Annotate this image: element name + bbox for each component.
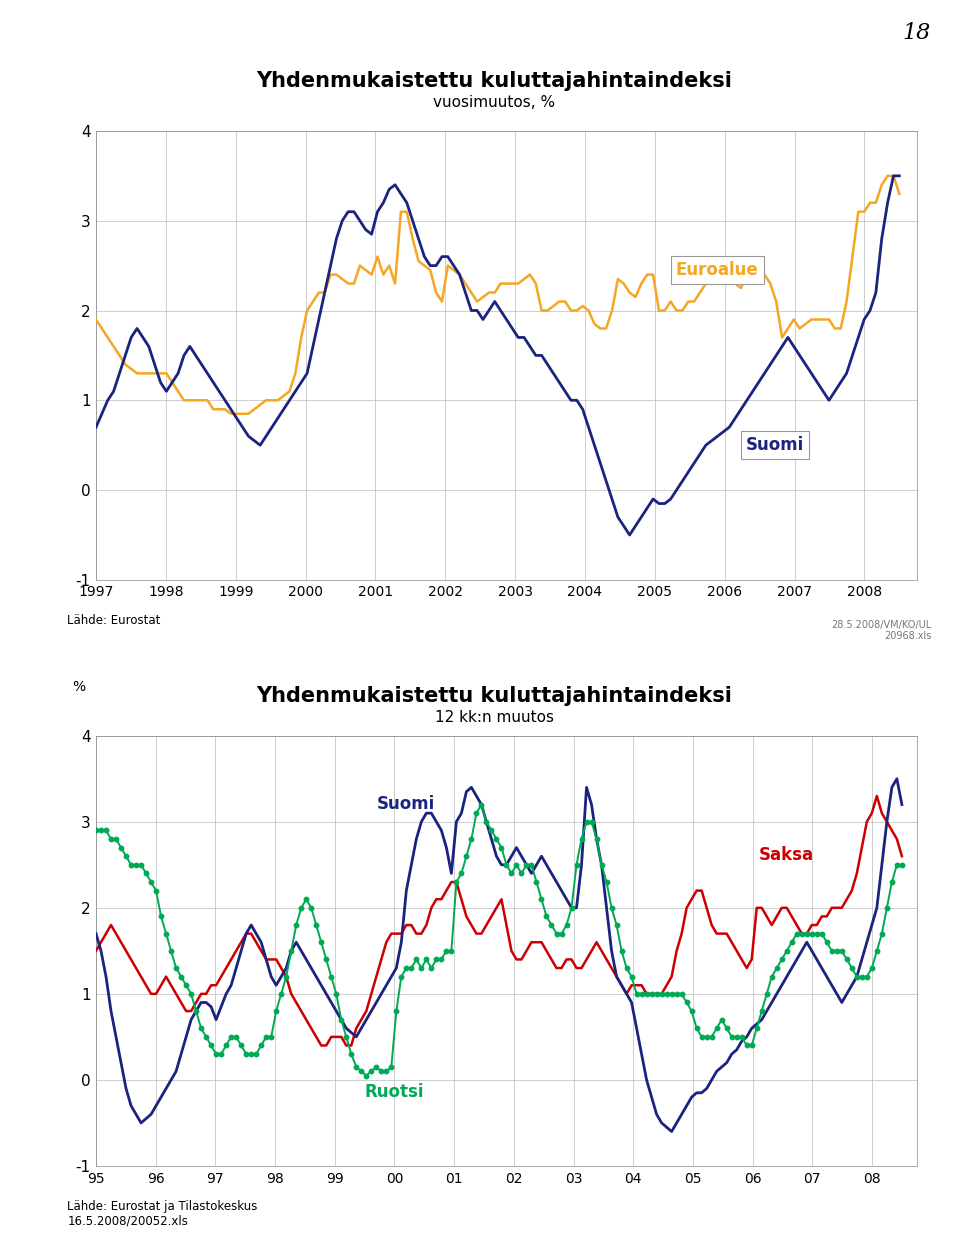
Text: Saksa: Saksa: [758, 847, 814, 864]
Text: 28.5.2008/VM/KO/UL
20968.xls: 28.5.2008/VM/KO/UL 20968.xls: [831, 620, 931, 641]
Text: Yhdenmukaistettu kuluttajahintaindeksi: Yhdenmukaistettu kuluttajahintaindeksi: [256, 686, 732, 706]
Text: Ruotsi: Ruotsi: [365, 1084, 424, 1101]
Text: vuosimuutos, %: vuosimuutos, %: [433, 95, 556, 110]
Text: Suomi: Suomi: [376, 794, 435, 813]
Text: Lähde: Eurostat: Lähde: Eurostat: [67, 614, 160, 626]
Text: Yhdenmukaistettu kuluttajahintaindeksi: Yhdenmukaistettu kuluttajahintaindeksi: [256, 71, 732, 91]
Text: 18: 18: [903, 22, 931, 45]
Text: 12 kk:n muutos: 12 kk:n muutos: [435, 710, 554, 725]
Text: Euroalue: Euroalue: [676, 261, 758, 278]
Text: Lähde: Eurostat ja Tilastokeskus
16.5.2008/20052.xls: Lähde: Eurostat ja Tilastokeskus 16.5.20…: [67, 1200, 257, 1227]
Text: %: %: [72, 680, 85, 693]
Text: Suomi: Suomi: [746, 435, 804, 454]
